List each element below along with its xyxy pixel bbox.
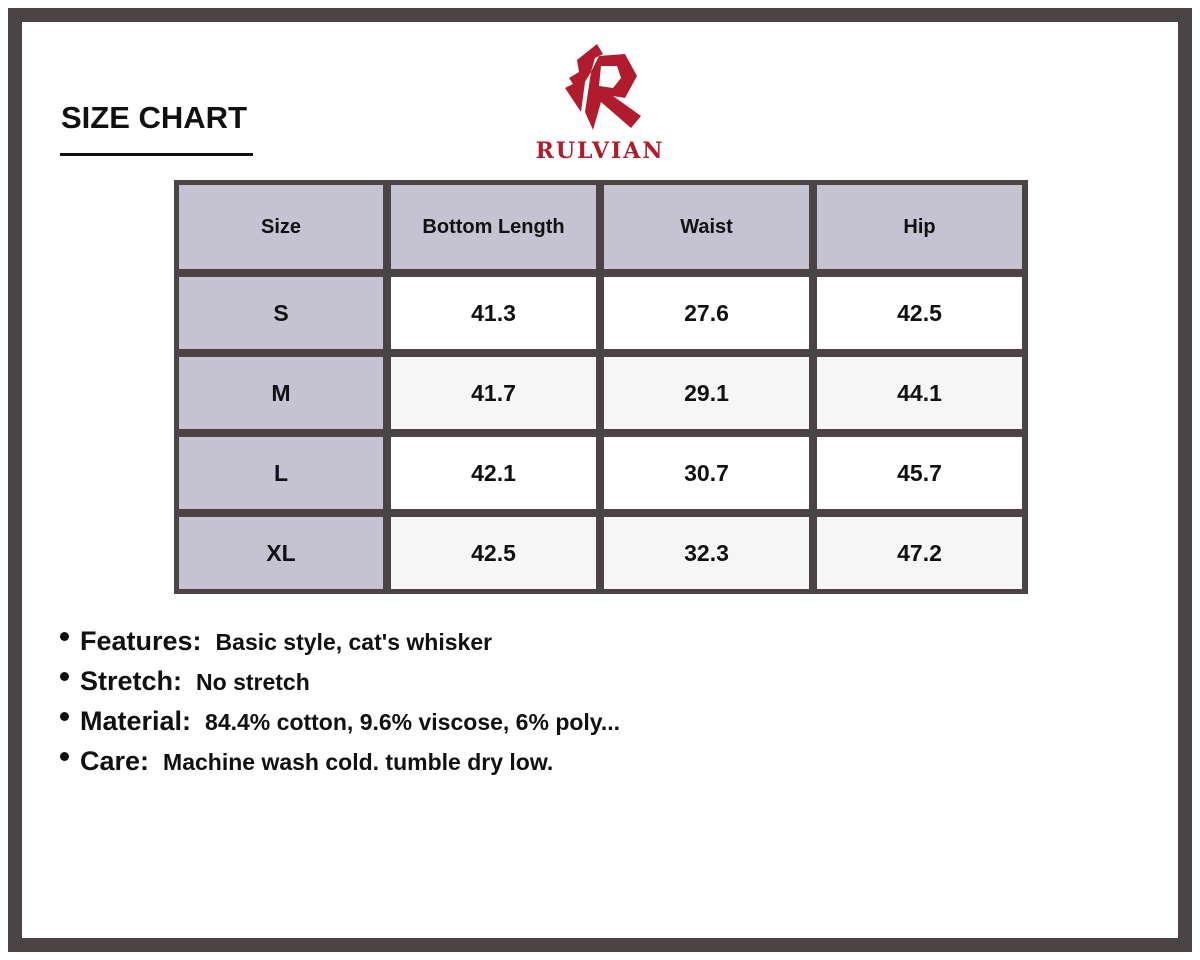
bullet-icon bbox=[60, 672, 69, 681]
bullet-icon bbox=[60, 712, 69, 721]
size-table: Size Bottom Length Waist Hip S 41.3 27.6… bbox=[174, 180, 1028, 594]
size-cell: S bbox=[179, 277, 383, 349]
note-stretch: Stretch: No stretch bbox=[60, 666, 620, 706]
note-text: No stretch bbox=[196, 669, 310, 695]
note-label: Stretch: bbox=[80, 666, 183, 696]
hip-cell: 47.2 bbox=[817, 517, 1022, 589]
product-notes: Features: Basic style, cat's whisker Str… bbox=[60, 626, 620, 786]
note-text: Machine wash cold. tumble dry low. bbox=[163, 749, 554, 775]
note-text: 84.4% cotton, 9.6% viscose, 6% poly... bbox=[205, 709, 621, 735]
hip-cell: 42.5 bbox=[817, 277, 1022, 349]
waist-cell: 27.6 bbox=[604, 277, 809, 349]
note-features: Features: Basic style, cat's whisker bbox=[60, 626, 620, 666]
hip-cell: 44.1 bbox=[817, 357, 1022, 429]
bottom-length-cell: 42.1 bbox=[391, 437, 596, 509]
note-material: Material: 84.4% cotton, 9.6% viscose, 6%… bbox=[60, 706, 620, 746]
bottom-length-cell: 41.7 bbox=[391, 357, 596, 429]
waist-cell: 30.7 bbox=[604, 437, 809, 509]
note-label: Features: bbox=[80, 626, 202, 656]
header-size: Size bbox=[179, 185, 383, 269]
note-text: Basic style, cat's whisker bbox=[215, 629, 493, 655]
hip-cell: 45.7 bbox=[817, 437, 1022, 509]
bottom-length-cell: 42.5 bbox=[391, 517, 596, 589]
note-label: Care: bbox=[80, 746, 150, 776]
header-bottom-length: Bottom Length bbox=[391, 185, 596, 269]
title-underline bbox=[60, 153, 253, 156]
brand-logo: RULVIAN bbox=[520, 42, 680, 167]
waist-cell: 29.1 bbox=[604, 357, 809, 429]
bullet-icon bbox=[60, 632, 69, 641]
size-cell: L bbox=[179, 437, 383, 509]
size-cell: M bbox=[179, 357, 383, 429]
stylized-r-logo-icon bbox=[565, 44, 641, 130]
waist-cell: 32.3 bbox=[604, 517, 809, 589]
note-care: Care: Machine wash cold. tumble dry low. bbox=[60, 746, 620, 786]
page-title: SIZE CHART bbox=[61, 100, 247, 135]
header-waist: Waist bbox=[604, 185, 809, 269]
bullet-icon bbox=[60, 752, 69, 761]
bottom-length-cell: 41.3 bbox=[391, 277, 596, 349]
size-cell: XL bbox=[179, 517, 383, 589]
header-hip: Hip bbox=[817, 185, 1022, 269]
brand-name: RULVIAN bbox=[535, 138, 665, 164]
note-label: Material: bbox=[80, 706, 192, 736]
